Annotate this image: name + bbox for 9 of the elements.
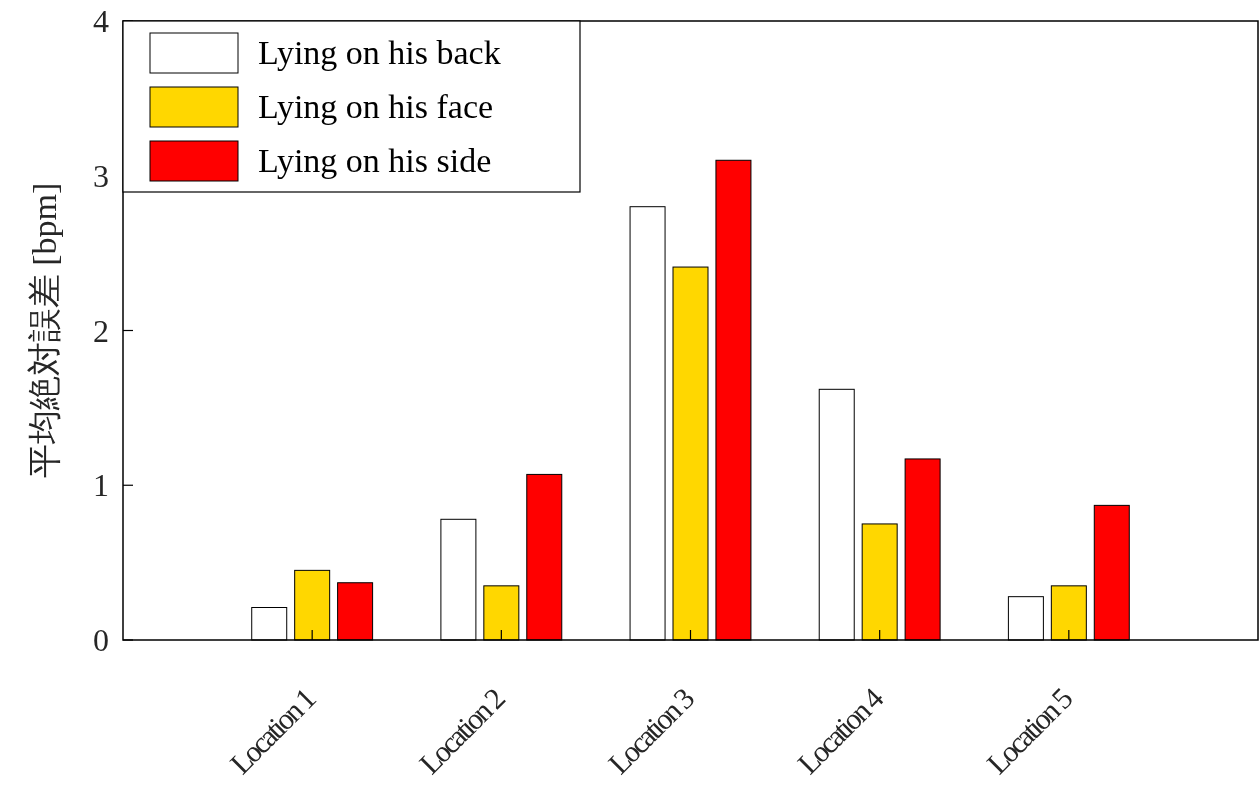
legend-label: Lying on his face	[258, 88, 494, 125]
y-tick-label: 0	[93, 622, 109, 658]
y-tick-label: 1	[93, 467, 109, 504]
legend-label: Lying on his side	[258, 142, 492, 179]
y-tick-label: 4	[93, 3, 109, 39]
y-axis-title: 平均絶対誤差 [bpm]	[26, 182, 63, 479]
legend-label: Lying on his back	[258, 34, 501, 71]
y-tick-label: 3	[93, 157, 109, 194]
y-tick-label: 2	[93, 312, 109, 349]
